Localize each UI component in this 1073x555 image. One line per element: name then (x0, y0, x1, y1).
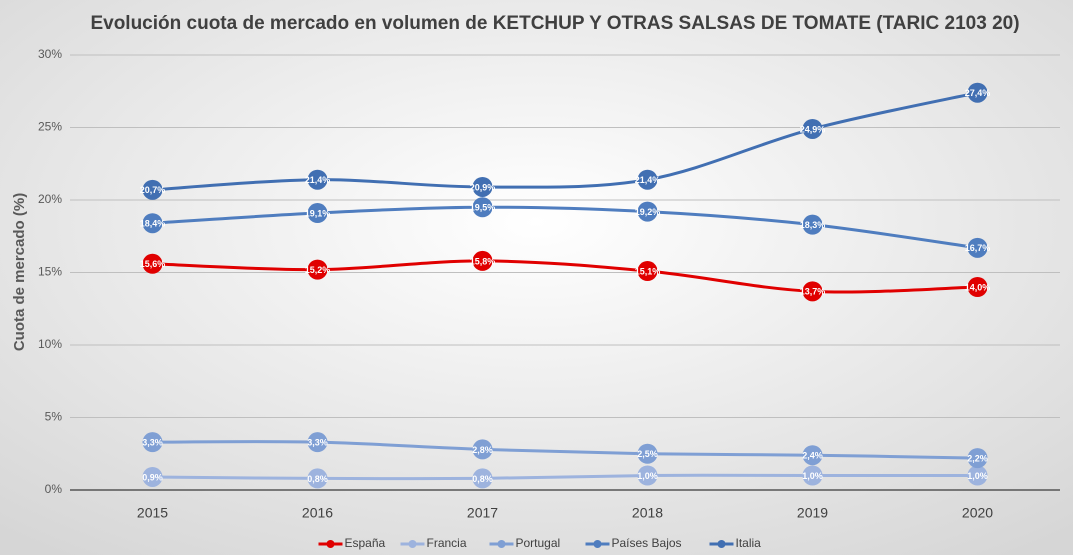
series-line (152, 440, 978, 460)
data-label: 2,4% (802, 451, 823, 461)
data-label: 19,1% (305, 208, 331, 218)
data-point (637, 169, 658, 190)
legend-label: Francia (427, 536, 467, 550)
data-point (472, 250, 493, 271)
legend-label: Italia (736, 536, 762, 550)
data-point (142, 253, 163, 274)
data-point (307, 169, 328, 190)
legend-marker (497, 540, 506, 548)
data-label: 15,1% (635, 266, 661, 276)
legend-label: España (345, 536, 386, 550)
data-point (967, 237, 988, 258)
y-tick-label: 25% (38, 120, 62, 134)
data-point (967, 448, 988, 469)
data-point (307, 259, 328, 280)
data-point (142, 179, 163, 200)
data-label: 1,0% (637, 471, 658, 481)
data-point (142, 466, 163, 487)
data-label: 18,3% (800, 220, 826, 230)
data-point (802, 281, 823, 302)
legend-marker (593, 540, 602, 548)
data-label: 19,5% (470, 203, 496, 213)
data-label: 2,2% (967, 453, 988, 463)
data-label: 2,5% (637, 449, 658, 459)
x-tick-label: 2015 (137, 505, 168, 521)
data-label: 19,2% (635, 207, 661, 217)
data-label: 15,6% (140, 259, 166, 269)
data-point (802, 214, 823, 235)
legend-label: Países Bajos (612, 536, 682, 550)
x-tick-label: 2019 (797, 505, 828, 521)
data-point (802, 465, 823, 486)
y-tick-label: 0% (45, 482, 63, 496)
y-tick-label: 15% (38, 265, 62, 279)
data-label: 15,2% (305, 265, 331, 275)
data-point (967, 465, 988, 486)
data-point (307, 468, 328, 489)
data-label: 3,3% (142, 438, 163, 448)
x-tick-label: 2020 (962, 505, 993, 521)
y-tick-label: 10% (38, 337, 62, 351)
data-label: 1,0% (802, 471, 823, 481)
series-line (152, 259, 978, 294)
data-point (472, 197, 493, 218)
data-point (472, 468, 493, 489)
data-point (472, 439, 493, 460)
x-tick-label: 2016 (302, 505, 333, 521)
x-tick-label: 2017 (467, 505, 498, 521)
legend-marker (326, 540, 335, 548)
data-label: 18,4% (140, 219, 166, 229)
data-point (472, 176, 493, 197)
series-line (152, 473, 978, 481)
series-line (152, 205, 978, 250)
y-axis-label: Cuota de mercado (%) (11, 193, 28, 351)
data-point (967, 82, 988, 103)
data-label: 16,7% (965, 243, 991, 253)
data-point (307, 432, 328, 453)
data-label: 15,8% (470, 256, 496, 266)
data-label: 21,4% (305, 175, 331, 185)
data-point (637, 261, 658, 282)
data-point (142, 432, 163, 453)
data-point (307, 203, 328, 224)
data-label: 0,8% (307, 474, 328, 484)
data-point (637, 201, 658, 222)
data-label: 1,0% (967, 471, 988, 481)
data-label: 3,3% (307, 438, 328, 448)
data-point (967, 277, 988, 297)
legend-marker (717, 540, 726, 548)
data-label: 20,9% (470, 182, 496, 192)
data-label: 21,4% (635, 175, 661, 185)
data-label: 2,8% (472, 445, 493, 455)
legend-label: Portugal (516, 536, 561, 550)
data-label: 20,7% (140, 185, 166, 195)
y-tick-label: 5% (45, 410, 63, 424)
data-point (637, 443, 658, 464)
data-point (637, 465, 658, 486)
x-tick-label: 2018 (632, 505, 663, 521)
y-tick-label: 20% (38, 192, 62, 206)
data-point (802, 445, 823, 466)
y-tick-label: 30% (38, 47, 62, 61)
series-line (152, 91, 978, 192)
data-label: 27,4% (965, 88, 991, 98)
chart-title: Evolución cuota de mercado en volumen de… (90, 13, 1019, 34)
data-label: 0,9% (142, 472, 163, 482)
data-point (802, 118, 823, 139)
data-label: 14,0% (965, 282, 991, 292)
data-point (142, 213, 163, 234)
data-label: 13,7% (800, 287, 826, 297)
legend-marker (408, 540, 417, 548)
data-label: 24,9% (800, 124, 826, 134)
data-label: 0,8% (472, 474, 493, 484)
